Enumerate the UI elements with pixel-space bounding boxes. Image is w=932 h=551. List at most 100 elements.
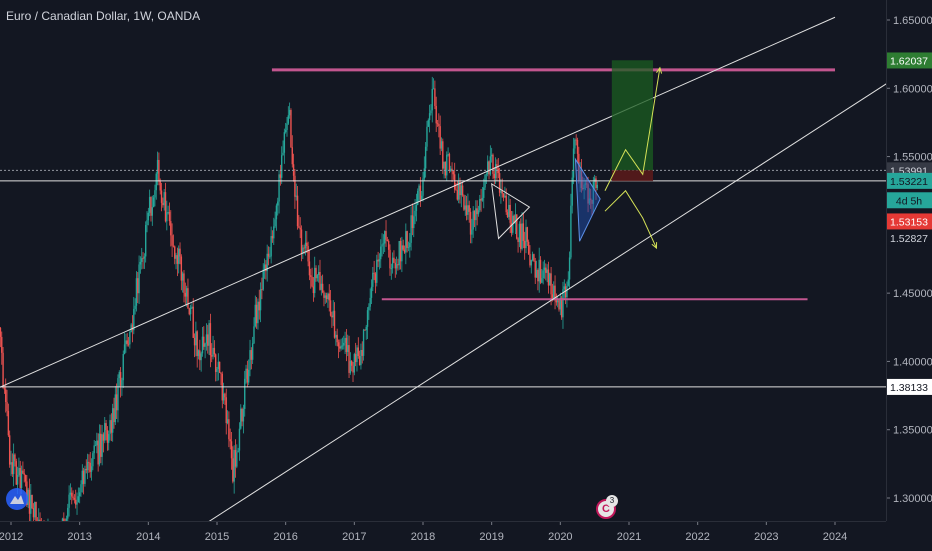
x-tick-label: 2015 — [205, 531, 229, 543]
candle-body — [481, 197, 484, 201]
candle-body — [118, 372, 120, 379]
candle-body — [315, 267, 317, 279]
time-scale[interactable] — [0, 521, 886, 551]
candle-body — [324, 295, 326, 298]
candle-body — [110, 420, 113, 433]
candle-body — [119, 372, 122, 386]
candle-body — [254, 304, 256, 327]
y-tick-label: 1.35000 — [893, 425, 932, 437]
candle-body — [299, 227, 301, 230]
candle-body — [508, 204, 510, 218]
candle-body — [174, 246, 176, 259]
candle-body — [123, 344, 126, 355]
candle-body — [162, 202, 164, 206]
candle-body — [362, 329, 365, 356]
candle-body — [19, 467, 21, 488]
candle-body — [183, 273, 185, 293]
candle-body — [336, 334, 338, 343]
price-label-text: 1.62037 — [890, 55, 928, 67]
candle-body — [72, 496, 74, 499]
candle-body — [533, 254, 535, 262]
candle-body — [563, 286, 565, 290]
candle-body — [90, 466, 93, 472]
projection-down-path — [604, 189, 657, 249]
candle-body — [213, 347, 216, 355]
triangle-pattern-2020 — [574, 157, 601, 242]
candle-body — [184, 292, 187, 297]
y-tick-label: 1.40000 — [893, 356, 932, 368]
candle-body — [201, 336, 204, 354]
candle-body — [456, 190, 459, 200]
candle-body — [209, 323, 212, 356]
candle-body — [384, 231, 386, 244]
candle-body — [459, 181, 461, 196]
candle-body — [115, 394, 118, 411]
price-label-badge — [887, 192, 932, 209]
candle-body — [207, 334, 209, 346]
candle-body — [356, 347, 358, 363]
candle-body — [341, 345, 344, 347]
candle-body — [398, 241, 400, 266]
y-tick-label: 1.45000 — [893, 288, 932, 300]
candle-body — [84, 468, 86, 484]
candle-body — [450, 168, 452, 172]
candle-body — [164, 192, 167, 222]
candle-body — [476, 208, 478, 215]
candle-body — [77, 496, 80, 503]
candle-body — [34, 501, 36, 518]
long-position-loss-zone — [611, 170, 654, 182]
candle-body — [146, 220, 148, 226]
candle-body — [345, 337, 348, 352]
candle-body — [333, 310, 336, 338]
tradingview-logo-icon[interactable] — [6, 488, 28, 510]
candle-body — [27, 489, 29, 505]
price-scale[interactable] — [886, 0, 932, 521]
candle-body — [108, 434, 110, 443]
candle-body — [199, 350, 201, 361]
candle-body — [234, 449, 237, 467]
candle-body — [348, 345, 350, 373]
candle-body — [73, 498, 76, 500]
candle-body — [113, 408, 115, 423]
candle-body — [394, 262, 396, 269]
candle-body — [461, 185, 464, 196]
candle-body — [574, 139, 576, 149]
candle-body — [65, 518, 68, 521]
candle-body — [510, 222, 513, 233]
candle-body — [373, 272, 375, 274]
candle-body — [242, 408, 245, 422]
candle-body — [228, 419, 230, 440]
candle-body — [246, 368, 249, 383]
candle-body — [82, 470, 85, 484]
candle-body — [354, 354, 357, 363]
candle-body — [81, 470, 84, 485]
candle-body — [399, 241, 402, 262]
candle-body — [385, 231, 387, 240]
candle-body — [411, 215, 414, 229]
candle-body — [440, 141, 443, 149]
y-tick-label: 1.30000 — [893, 493, 932, 505]
candle-body — [271, 236, 274, 239]
candle-body — [467, 205, 469, 215]
candle-body — [320, 283, 323, 290]
candle-body — [68, 494, 70, 508]
candle-body — [401, 245, 403, 262]
candle-body — [261, 289, 263, 290]
candle-body — [244, 378, 246, 409]
candle-body — [138, 264, 140, 294]
candle-body — [323, 292, 325, 298]
candle-body — [197, 350, 200, 357]
candle-body — [534, 261, 536, 278]
price-label-badge — [887, 378, 932, 395]
candle-body — [556, 300, 559, 303]
candle-body — [75, 499, 77, 505]
candle-body — [100, 433, 102, 457]
candle-body — [531, 254, 534, 261]
candle-body — [3, 388, 6, 390]
candle-body — [218, 361, 221, 373]
candle-body — [442, 141, 444, 169]
candle-body — [125, 340, 127, 345]
channel-lower-line — [208, 83, 886, 521]
